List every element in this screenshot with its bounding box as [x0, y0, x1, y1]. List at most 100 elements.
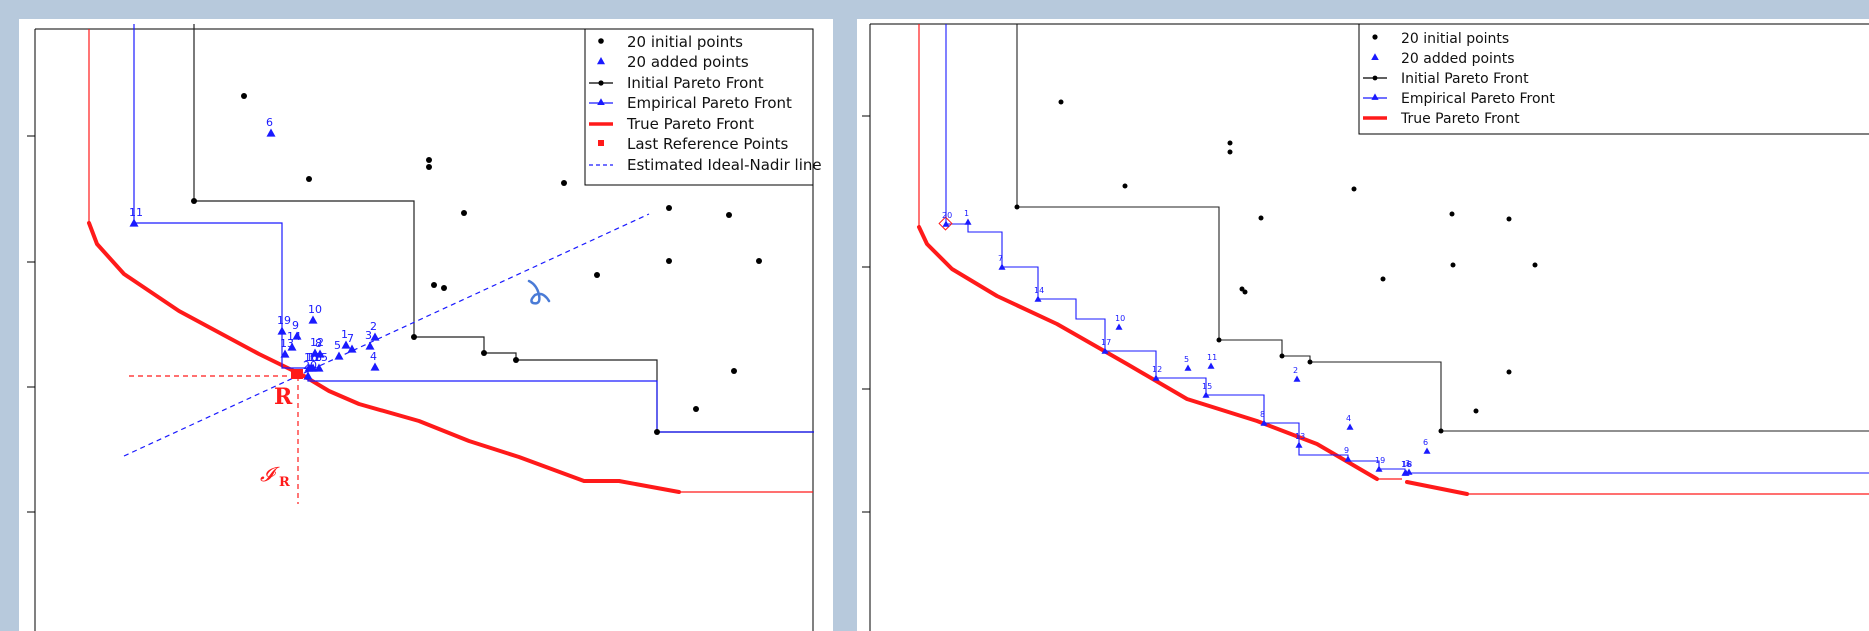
added-point-2 [1293, 375, 1301, 382]
initial-point-3 [426, 157, 432, 163]
added-point-5 [1184, 364, 1192, 371]
added-point-19 [277, 326, 287, 335]
true-pareto-front [87, 221, 621, 483]
added-point-8 [1260, 419, 1268, 426]
added-point-4 [370, 362, 380, 371]
legend-symbol-ipf-dot [1372, 75, 1378, 81]
legend-symbol-epf-tri [597, 98, 605, 106]
added-point-5 [334, 351, 344, 360]
initial-point-1 [1058, 99, 1064, 105]
initial-point-17 [513, 357, 519, 363]
left-chart-panel: 1 2 3 4 5 6 7 8 9 10 11 12 13 14 15 16 17 18 19 20 R 𝓘 R 20 ini… [19, 19, 833, 631]
initial-point-10 [431, 282, 437, 288]
initial-point-12 [1380, 276, 1386, 282]
initial-point-19 [693, 406, 699, 412]
added-point-label-1: 1 [341, 328, 348, 341]
legend-box [1358, 23, 1869, 135]
initial-point-12 [594, 272, 600, 278]
initial-point-8 [726, 212, 732, 218]
added-point-1 [341, 340, 351, 349]
initial-point-4 [1258, 215, 1264, 221]
legend-entry-5: True Pareto Front [626, 115, 754, 133]
added-point-13 [1295, 441, 1303, 448]
initial-point-20 [1438, 428, 1444, 434]
added-point-label-11: 11 [1207, 353, 1217, 362]
initial-point-2 [1227, 140, 1233, 146]
added-point-label-18: 18 [1402, 460, 1412, 469]
added-point-label-9: 9 [1344, 446, 1349, 455]
true-pareto-front [917, 225, 1379, 481]
added-point-label-20: 20 [942, 211, 952, 220]
added-point-label-8: 8 [315, 337, 322, 350]
added-point-label-15: 15 [1202, 382, 1212, 391]
added-point-label-10: 10 [1115, 314, 1125, 323]
added-point-2 [370, 332, 380, 341]
legend-symbol-added [1371, 53, 1379, 61]
initial-point-11 [1242, 289, 1248, 295]
added-point-label-12: 12 [1152, 365, 1162, 374]
true-front-segment [617, 479, 681, 494]
added-point-label-17: 17 [1101, 338, 1111, 347]
added-point-7 [998, 263, 1006, 270]
ideal-nadir-line [123, 213, 650, 457]
added-point-label-13: 13 [1295, 432, 1305, 441]
added-point-11 [1207, 362, 1215, 369]
added-point-label-14: 14 [1034, 286, 1044, 295]
added-point-19 [1375, 465, 1383, 472]
initial-point-6 [1351, 186, 1357, 192]
added-point-label-16: 16 [304, 351, 318, 364]
initial-point-13 [666, 258, 672, 264]
added-point-9 [292, 331, 302, 340]
legend-entry-2: 20 added points [1401, 51, 1515, 67]
added-point-6 [1423, 447, 1431, 454]
added-point-label-5: 5 [334, 339, 341, 352]
added-point-label-9: 9 [292, 319, 299, 332]
added-point-20 [942, 220, 950, 227]
initial-point-16 [481, 350, 487, 356]
added-point-label-6: 6 [1423, 438, 1428, 447]
legend-entry-3: Initial Pareto Front [1401, 71, 1529, 87]
added-point-label-3: 3 [1405, 459, 1410, 468]
added-point-label-7: 7 [347, 332, 354, 345]
added-point-10 [1115, 323, 1123, 330]
initial-point-18 [1506, 369, 1512, 375]
added-point-label-4: 4 [1346, 414, 1351, 423]
initial-point-16 [1279, 353, 1285, 359]
added-point-14 [287, 342, 297, 351]
right-chart-panel: 1 2 3 4 5 6 7 8 9 10 11 12 13 14 15 16 17 18 19 20 20 initia… [857, 19, 1869, 631]
added-point-13 [280, 349, 290, 358]
legend-entry-1: 20 initial points [627, 33, 743, 51]
initial-point-9 [191, 198, 197, 204]
legend-symbol-initial [1372, 34, 1378, 40]
added-point-12 [310, 348, 320, 357]
added-point-15 [1202, 391, 1210, 398]
initial-point-20 [654, 429, 660, 435]
true-front-segment [1405, 480, 1469, 496]
legend-symbol-ipf-dot [598, 80, 604, 86]
legend-entry-1: 20 initial points [1401, 31, 1509, 47]
initial-point-19 [1473, 408, 1479, 414]
legend-box [584, 28, 814, 186]
initial-point-17 [1307, 359, 1313, 365]
added-point-label-17: 17 [306, 351, 320, 364]
legend-symbol-reference [598, 140, 604, 146]
initial-point-13 [1450, 262, 1456, 268]
initial-point-6 [561, 180, 567, 186]
added-point-label-16: 16 [1401, 460, 1411, 469]
legend-entry-5: True Pareto Front [1400, 111, 1520, 127]
added-point-20 [303, 371, 313, 380]
legend-entry-7: Estimated Ideal-Nadir line [627, 156, 822, 174]
initial-point-9 [1014, 204, 1020, 210]
ideal-label: 𝓘 [260, 462, 280, 486]
initial-point-7 [666, 205, 672, 211]
added-point-12 [1152, 374, 1160, 381]
legend-entry-4: Empirical Pareto Front [1401, 91, 1555, 107]
legend-entry-4: Empirical Pareto Front [627, 94, 792, 112]
initial-point-5 [461, 210, 467, 216]
added-point-14 [1034, 295, 1042, 302]
added-point-18 [1402, 469, 1410, 476]
added-point-3 [365, 341, 375, 350]
added-point-label-19: 19 [277, 314, 291, 327]
